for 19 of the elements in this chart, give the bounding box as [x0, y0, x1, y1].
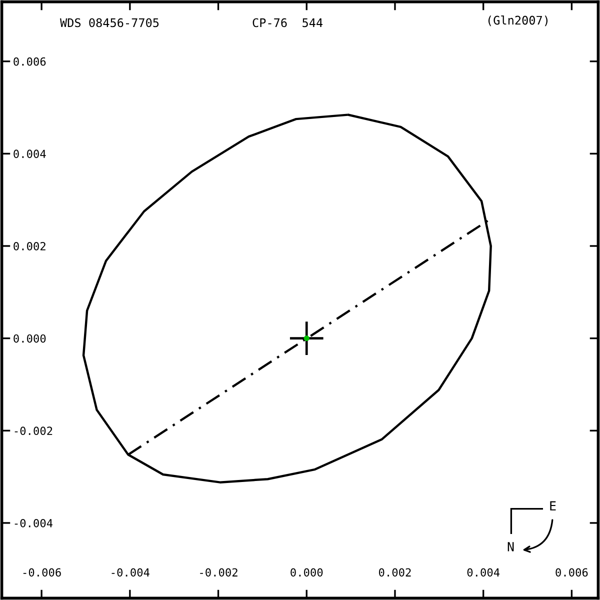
line-series	[82, 114, 492, 484]
x-tick-label: 0.002	[378, 568, 411, 577]
x-tick-label: 0.004	[467, 568, 500, 577]
annotation: N	[508, 542, 514, 552]
y-tick-label: 0.002	[14, 242, 46, 250]
annotation: E	[550, 501, 556, 510]
y-tick-label: -0.004	[14, 518, 53, 528]
x-tick-label: 0.000	[290, 568, 323, 577]
annotation: (Gln2007)	[488, 16, 548, 26]
y-tick-label: -0.002	[14, 426, 52, 436]
text: WDS 08456-7705	[60, 18, 159, 28]
x-tick-label: 0.006	[556, 568, 588, 577]
y-tick-label: 0.004	[14, 150, 46, 158]
y-tick-label: 0.006	[14, 57, 46, 66]
text: CP-76 544	[252, 18, 323, 28]
x-tick-label: -0.004	[112, 568, 150, 577]
x-tick-label: -0.006	[23, 568, 61, 577]
y-tick-label: 0.000	[14, 334, 46, 343]
x-tick-label: -0.002	[200, 568, 238, 577]
